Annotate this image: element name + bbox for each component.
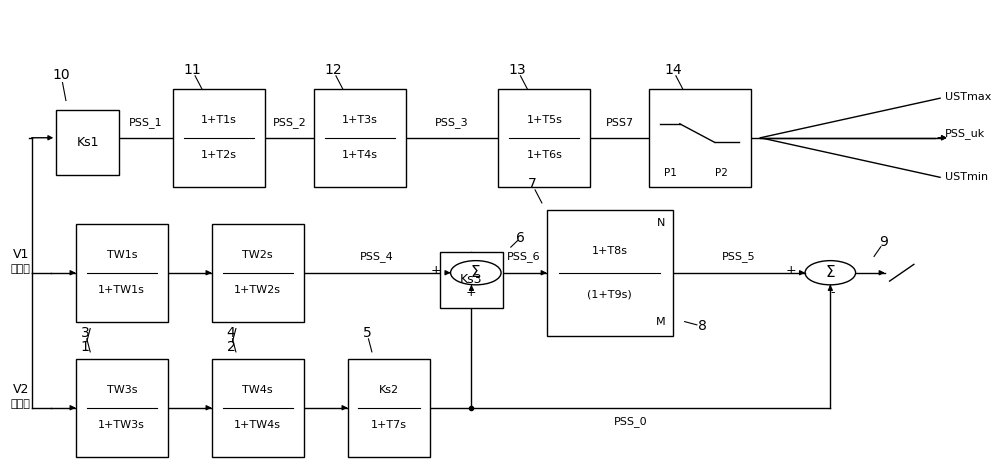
Text: +: + <box>431 264 441 277</box>
Text: Ks3: Ks3 <box>460 273 483 286</box>
Text: 12: 12 <box>324 63 342 77</box>
Bar <box>547 210 673 335</box>
Text: 3: 3 <box>81 326 90 340</box>
Text: PSS_6: PSS_6 <box>507 252 541 262</box>
Bar <box>498 89 590 187</box>
Bar <box>76 224 168 322</box>
Text: USTmin: USTmin <box>945 172 988 182</box>
Text: Σ: Σ <box>471 265 481 280</box>
Bar <box>649 89 751 187</box>
Text: 8: 8 <box>698 319 707 333</box>
Text: 2: 2 <box>227 340 235 354</box>
Text: 1: 1 <box>81 340 90 354</box>
Bar <box>440 252 503 308</box>
Text: 1+T1s: 1+T1s <box>201 115 237 125</box>
Text: PSS_4: PSS_4 <box>360 252 394 262</box>
Text: TW4s: TW4s <box>242 385 273 395</box>
Text: 10: 10 <box>52 68 70 82</box>
Text: -: - <box>830 286 835 299</box>
Text: Σ: Σ <box>826 265 835 280</box>
Text: 9: 9 <box>879 236 888 250</box>
Text: 1+T4s: 1+T4s <box>342 150 378 160</box>
Bar <box>212 224 304 322</box>
Text: 11: 11 <box>183 63 201 77</box>
Text: PSS_uk: PSS_uk <box>945 129 985 139</box>
Bar <box>212 359 304 456</box>
Bar <box>173 89 265 187</box>
Text: 6: 6 <box>516 231 525 245</box>
Text: 13: 13 <box>509 63 526 77</box>
Bar <box>56 110 119 175</box>
Text: N: N <box>657 218 665 228</box>
Bar <box>76 359 168 456</box>
Text: Ks1: Ks1 <box>77 136 99 149</box>
Text: 角速度: 角速度 <box>11 264 30 274</box>
Text: 1+T5s: 1+T5s <box>526 115 562 125</box>
Text: PSS_3: PSS_3 <box>435 117 469 128</box>
Text: +: + <box>785 264 796 277</box>
Text: PSS_5: PSS_5 <box>722 252 756 262</box>
Text: 1+T8s: 1+T8s <box>592 246 628 256</box>
Bar <box>348 359 430 456</box>
Text: 1+T7s: 1+T7s <box>371 420 407 430</box>
Text: USTmax: USTmax <box>945 92 991 102</box>
Text: TW3s: TW3s <box>107 385 137 395</box>
Text: 7: 7 <box>528 177 537 191</box>
Text: 电功率: 电功率 <box>11 399 30 409</box>
Text: V1: V1 <box>12 248 29 260</box>
Text: TW2s: TW2s <box>242 250 273 260</box>
Text: V2: V2 <box>12 382 29 396</box>
Text: 4: 4 <box>227 326 235 340</box>
Text: M: M <box>656 317 665 327</box>
Text: TW1s: TW1s <box>107 250 137 260</box>
Text: +: + <box>466 286 476 299</box>
Text: PSS7: PSS7 <box>606 118 634 128</box>
Text: 1+TW2s: 1+TW2s <box>234 285 281 295</box>
Text: P1: P1 <box>664 168 677 178</box>
Text: 5: 5 <box>363 326 371 340</box>
Text: 1+TW3s: 1+TW3s <box>98 420 145 430</box>
Text: (1+T9s): (1+T9s) <box>587 289 632 299</box>
Text: Ks2: Ks2 <box>379 385 399 395</box>
Text: 14: 14 <box>664 63 682 77</box>
Text: PSS_0: PSS_0 <box>613 416 647 427</box>
Bar <box>314 89 406 187</box>
Text: 1+TW1s: 1+TW1s <box>98 285 145 295</box>
Text: 1+T2s: 1+T2s <box>201 150 237 160</box>
Text: 1+TW4s: 1+TW4s <box>234 420 281 430</box>
Text: 1+T6s: 1+T6s <box>526 150 562 160</box>
Text: PSS_2: PSS_2 <box>272 117 306 128</box>
Text: PSS_1: PSS_1 <box>129 117 163 128</box>
Text: P2: P2 <box>715 168 728 178</box>
Text: 1+T3s: 1+T3s <box>342 115 378 125</box>
